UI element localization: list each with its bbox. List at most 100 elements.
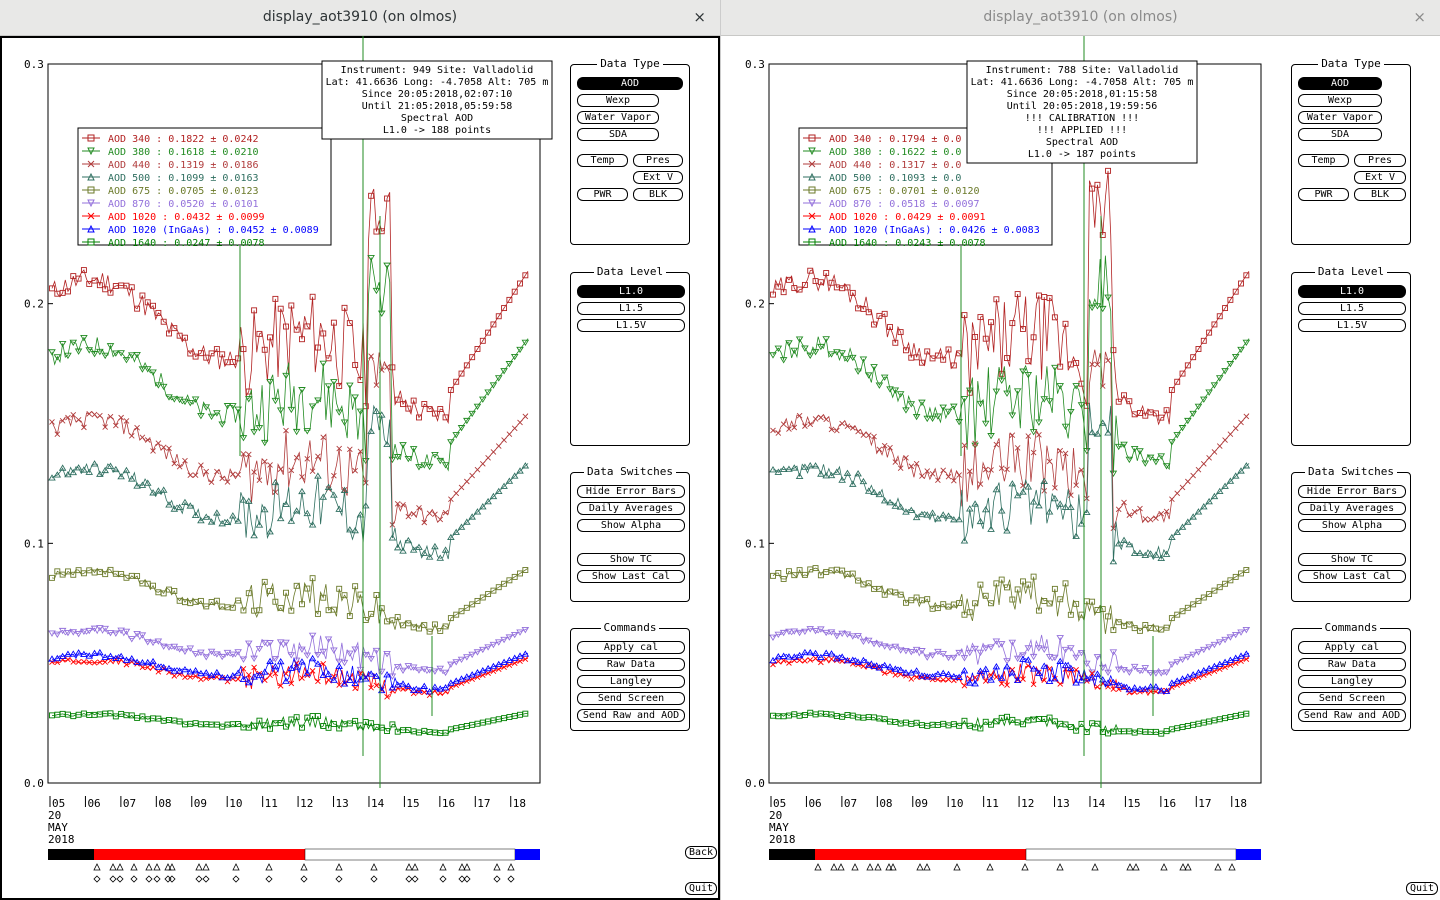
sda-button[interactable]: SDA xyxy=(577,128,659,141)
data-point xyxy=(308,632,317,640)
data-point xyxy=(144,299,151,306)
apply-cal-button[interactable]: Apply cal xyxy=(1298,641,1406,654)
data-point xyxy=(85,468,94,475)
send-screen-button[interactable]: Send Screen xyxy=(577,692,685,705)
ext-v-button[interactable]: Ext V xyxy=(1354,171,1406,184)
date-label: 20 xyxy=(48,809,61,822)
data-point xyxy=(1195,346,1202,352)
temp-button[interactable]: Temp xyxy=(577,154,628,167)
data-point xyxy=(229,403,237,410)
data-point xyxy=(474,597,481,604)
quit-button[interactable]: Quit xyxy=(1406,882,1439,895)
data-point xyxy=(255,521,264,528)
data-point xyxy=(817,470,825,477)
show-alpha-button[interactable]: Show Alpha xyxy=(577,519,685,532)
data-point xyxy=(981,645,990,652)
data-point xyxy=(897,329,904,336)
pwr-button[interactable]: PWR xyxy=(577,188,628,201)
data-point xyxy=(495,584,502,591)
data-point xyxy=(896,666,905,673)
data-point xyxy=(1206,591,1213,598)
water-vapor-button[interactable]: Water Vapor xyxy=(577,111,659,124)
wexp-button[interactable]: Wexp xyxy=(1298,94,1382,107)
l10-button[interactable]: L1.0 xyxy=(1298,285,1406,298)
water-vapor-button[interactable]: Water Vapor xyxy=(1298,111,1382,124)
data-point xyxy=(891,665,900,672)
data-point xyxy=(1184,654,1192,661)
show-alpha-button[interactable]: Show Alpha xyxy=(1298,519,1406,532)
data-point xyxy=(817,653,825,661)
data-point xyxy=(1093,303,1102,310)
close-icon[interactable]: × xyxy=(1413,8,1426,26)
send-screen-button[interactable]: Send Screen xyxy=(1298,692,1406,705)
data-point xyxy=(341,486,348,493)
sda-button[interactable]: SDA xyxy=(1298,128,1382,141)
data-point xyxy=(1221,482,1229,489)
data-point xyxy=(1179,484,1186,491)
hide-error-bars-button[interactable]: Hide Error Bars xyxy=(577,485,685,498)
data-point xyxy=(1206,329,1213,336)
x-tick-label: 18 xyxy=(1234,797,1247,810)
l15-button[interactable]: L1.5 xyxy=(1298,302,1406,315)
data-point xyxy=(1126,621,1133,628)
pres-button[interactable]: Pres xyxy=(633,154,683,167)
langley-button[interactable]: Langley xyxy=(1298,675,1406,688)
data-point xyxy=(982,592,989,599)
titlebar[interactable]: display_aot3910 (on olmos) × xyxy=(0,0,720,36)
data-point xyxy=(1222,664,1228,670)
quit-button[interactable]: Quit xyxy=(685,882,718,895)
daily-averages-button[interactable]: Daily Averages xyxy=(1298,502,1406,515)
data-point xyxy=(1051,654,1059,662)
daily-averages-button[interactable]: Daily Averages xyxy=(577,502,685,515)
l10-button[interactable]: L1.0 xyxy=(577,285,685,298)
data-point xyxy=(134,573,141,580)
data-point xyxy=(1025,581,1032,588)
data-point xyxy=(276,407,285,414)
l15v-button[interactable]: L1.5V xyxy=(577,319,685,332)
ext-v-button[interactable]: Ext V xyxy=(633,171,683,184)
data-point xyxy=(822,472,830,479)
data-point xyxy=(431,451,439,459)
hide-error-bars-button[interactable]: Hide Error Bars xyxy=(1298,485,1406,498)
blk-button[interactable]: BLK xyxy=(633,188,683,201)
pwr-button[interactable]: PWR xyxy=(1298,188,1349,201)
aod-button[interactable]: AOD xyxy=(577,77,683,90)
apply-cal-button[interactable]: Apply cal xyxy=(577,641,685,654)
aod-button[interactable]: AOD xyxy=(1298,77,1382,90)
raw-data-button[interactable]: Raw Data xyxy=(577,658,685,671)
langley-button[interactable]: Langley xyxy=(577,675,685,688)
data-point xyxy=(865,432,872,439)
data-point xyxy=(69,629,78,636)
show-tc-button[interactable]: Show TC xyxy=(1298,553,1406,566)
blk-button[interactable]: BLK xyxy=(1354,188,1406,201)
data-point xyxy=(361,502,370,509)
l15v-button[interactable]: L1.5V xyxy=(1298,319,1406,332)
send-raw-and-aod-button[interactable]: Send Raw and AOD xyxy=(577,709,685,722)
raw-data-button[interactable]: Raw Data xyxy=(1298,658,1406,671)
data-point xyxy=(298,387,306,394)
send-raw-and-aod-button[interactable]: Send Raw and AOD xyxy=(1298,709,1406,722)
titlebar[interactable]: display_aot3910 (on olmos) × xyxy=(721,0,1440,36)
temp-button[interactable]: Temp xyxy=(1298,154,1349,167)
data-point xyxy=(960,537,969,544)
data-point xyxy=(91,277,98,284)
show-last-cal-button[interactable]: Show Last Cal xyxy=(1298,570,1406,583)
data-point xyxy=(166,445,172,452)
show-last-cal-button[interactable]: Show Last Cal xyxy=(577,570,685,583)
data-point xyxy=(849,570,856,577)
wexp-button[interactable]: Wexp xyxy=(577,94,659,107)
data-point xyxy=(1141,551,1150,559)
l15-button[interactable]: L1.5 xyxy=(577,302,685,315)
data-point xyxy=(90,460,99,467)
pres-button[interactable]: Pres xyxy=(1354,154,1406,167)
back-button[interactable]: Back xyxy=(685,846,718,859)
data-point xyxy=(960,667,969,674)
triangle-marker xyxy=(851,863,859,871)
data-point xyxy=(918,399,926,407)
show-tc-button[interactable]: Show TC xyxy=(577,553,685,566)
close-icon[interactable]: × xyxy=(693,8,706,26)
data-point xyxy=(807,267,814,274)
data-point xyxy=(319,493,328,500)
data-point xyxy=(1109,557,1118,565)
diamond-marker xyxy=(493,875,501,883)
